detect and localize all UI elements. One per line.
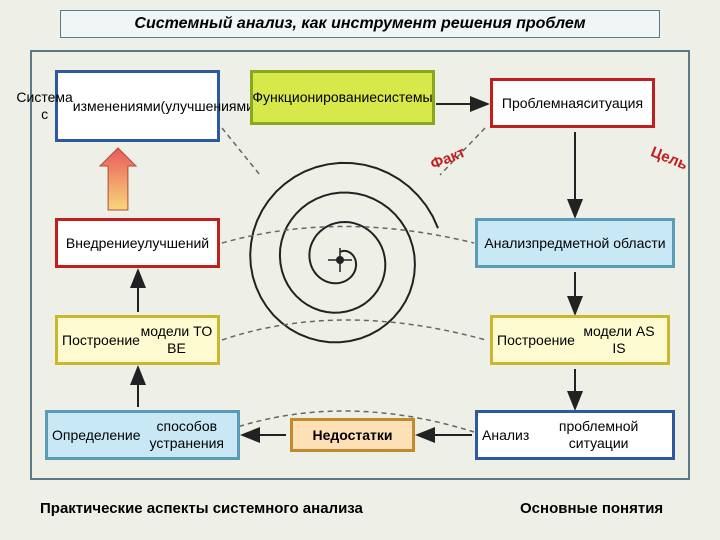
box-implementation: Внедрениеулучшений [55, 218, 220, 268]
box-remediation: Определениеспособов устранения [45, 410, 240, 460]
box-improved-system: Система сизменениями(улучшениями) [55, 70, 220, 142]
title-bar: Системный анализ, как инструмент решения… [60, 10, 660, 38]
footer-left: Практические аспекты системного анализа [40, 500, 363, 517]
box-domain-analysis: Анализпредметной области [475, 218, 675, 268]
box-problem-situation: Проблемнаяситуация [490, 78, 655, 128]
box-tobe-model: Построениемодели TO BE [55, 315, 220, 365]
box-asis-model: Построениемодели AS IS [490, 315, 670, 365]
box-functioning: Функционированиесистемы [250, 70, 435, 125]
box-deficiencies: Недостатки [290, 418, 415, 452]
box-situation-analysis: Анализпроблемной ситуации [475, 410, 675, 460]
title-text: Системный анализ, как инструмент решения… [134, 15, 585, 33]
footer-right: Основные понятия [520, 500, 663, 517]
